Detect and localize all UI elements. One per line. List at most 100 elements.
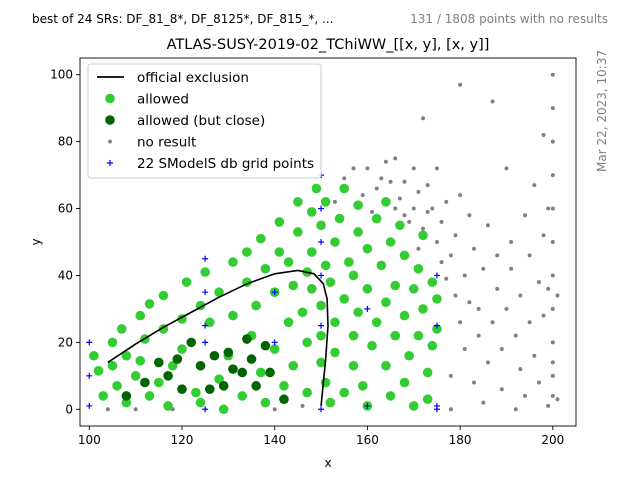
allowed-point — [279, 381, 289, 391]
allowed-point — [242, 247, 252, 257]
allowed-close-point — [279, 394, 289, 405]
legend-close-swatch — [105, 115, 115, 125]
no-result-point — [555, 293, 560, 298]
no-result-point — [388, 179, 393, 184]
y-axis-label: y — [29, 238, 43, 245]
no-result-point — [546, 286, 551, 291]
allowed-point — [93, 366, 104, 376]
allowed-close-point — [163, 371, 173, 381]
grid-point-marker — [364, 305, 371, 312]
no-result-point — [370, 209, 375, 214]
no-result-point — [532, 183, 537, 188]
no-result-point — [536, 380, 541, 385]
no-result-point — [430, 206, 435, 211]
grid-point-marker — [202, 255, 209, 262]
allowed-point — [135, 355, 146, 366]
allowed-close-point — [121, 391, 132, 401]
no-result-point — [374, 186, 379, 191]
no-result-point — [105, 407, 110, 412]
allowed-point — [330, 237, 340, 247]
allowed-point — [163, 401, 173, 411]
allowed-point — [144, 391, 155, 401]
no-result-point — [458, 193, 463, 198]
no-result-point — [133, 407, 138, 412]
no-result-point — [509, 266, 514, 271]
no-result-point — [541, 132, 546, 137]
allowed-point — [418, 304, 428, 314]
allowed-point — [177, 344, 187, 354]
x-tick-label: 200 — [541, 433, 564, 447]
grid-point-marker — [433, 272, 440, 279]
no-result-point — [490, 320, 495, 325]
y-tick-label: 100 — [50, 68, 73, 82]
legend-grid-swatch — [107, 160, 113, 166]
grid-point-marker — [86, 402, 93, 409]
grid-point-marker — [318, 322, 325, 329]
allowed-close-point — [251, 381, 261, 391]
allowed-point — [107, 360, 118, 371]
no-result-point — [476, 306, 481, 311]
y-tick-label: 80 — [58, 135, 73, 149]
allowed-point — [381, 360, 391, 371]
allowed-point — [381, 297, 391, 308]
allowed-close-point — [140, 377, 150, 388]
no-result-point — [467, 300, 472, 305]
no-result-point — [332, 199, 337, 204]
grid-point-marker — [364, 402, 371, 409]
allowed-close-point — [242, 334, 252, 344]
allowed-point — [283, 257, 294, 267]
no-result-point — [550, 206, 555, 211]
no-result-point — [550, 306, 555, 311]
allowed-point — [390, 280, 401, 291]
allowed-point — [320, 260, 331, 271]
grid-point-marker — [318, 239, 325, 245]
official-exclusion-line — [107, 269, 329, 407]
allowed-point — [344, 257, 354, 267]
no-result-point — [546, 206, 551, 211]
x-tick-label: 100 — [78, 433, 101, 447]
allowed-point — [320, 197, 331, 207]
allowed-point — [130, 371, 141, 381]
allowed-point — [112, 381, 122, 391]
no-result-point — [448, 407, 453, 412]
allowed-point — [255, 367, 266, 378]
allowed-point — [255, 233, 266, 244]
allowed-point — [316, 330, 326, 341]
no-result-point — [518, 367, 523, 372]
allowed-point — [408, 401, 419, 411]
allowed-point — [413, 330, 424, 341]
no-result-point — [444, 199, 449, 204]
grid-point-marker — [318, 272, 325, 279]
x-tick-label: 120 — [171, 433, 194, 447]
grid-point-marker — [318, 406, 325, 413]
plot-frame — [79, 57, 577, 427]
allowed-point — [362, 284, 373, 294]
allowed-point — [297, 307, 308, 318]
no-result-point — [546, 403, 551, 408]
no-result-point — [351, 166, 356, 171]
allowed-close-point — [260, 340, 271, 351]
no-result-point — [550, 373, 555, 378]
no-result-point — [476, 333, 481, 338]
no-result-point — [439, 260, 444, 265]
allowed-point — [214, 287, 224, 297]
no-result-point — [513, 333, 518, 338]
x-axis-label: x — [324, 456, 331, 470]
allowed-point — [395, 220, 405, 231]
allowed-point — [399, 377, 410, 388]
grid-point-marker — [202, 289, 209, 296]
no-result-point — [453, 233, 458, 238]
grid-point-marker — [202, 406, 209, 413]
allowed-point — [89, 350, 99, 361]
allowed-point — [422, 367, 433, 378]
no-result-point — [393, 156, 398, 161]
grid-point-marker — [318, 205, 325, 212]
axis-ticks: 100 120 140 160 180 200 0 20 40 60 80 100 — [50, 68, 564, 447]
no-result-point — [411, 166, 416, 171]
no-result-point — [425, 183, 430, 188]
no-result-point — [425, 209, 430, 214]
legend-label: official exclusion — [137, 70, 249, 86]
allowed-point — [288, 280, 299, 291]
allowed-point — [158, 290, 169, 301]
